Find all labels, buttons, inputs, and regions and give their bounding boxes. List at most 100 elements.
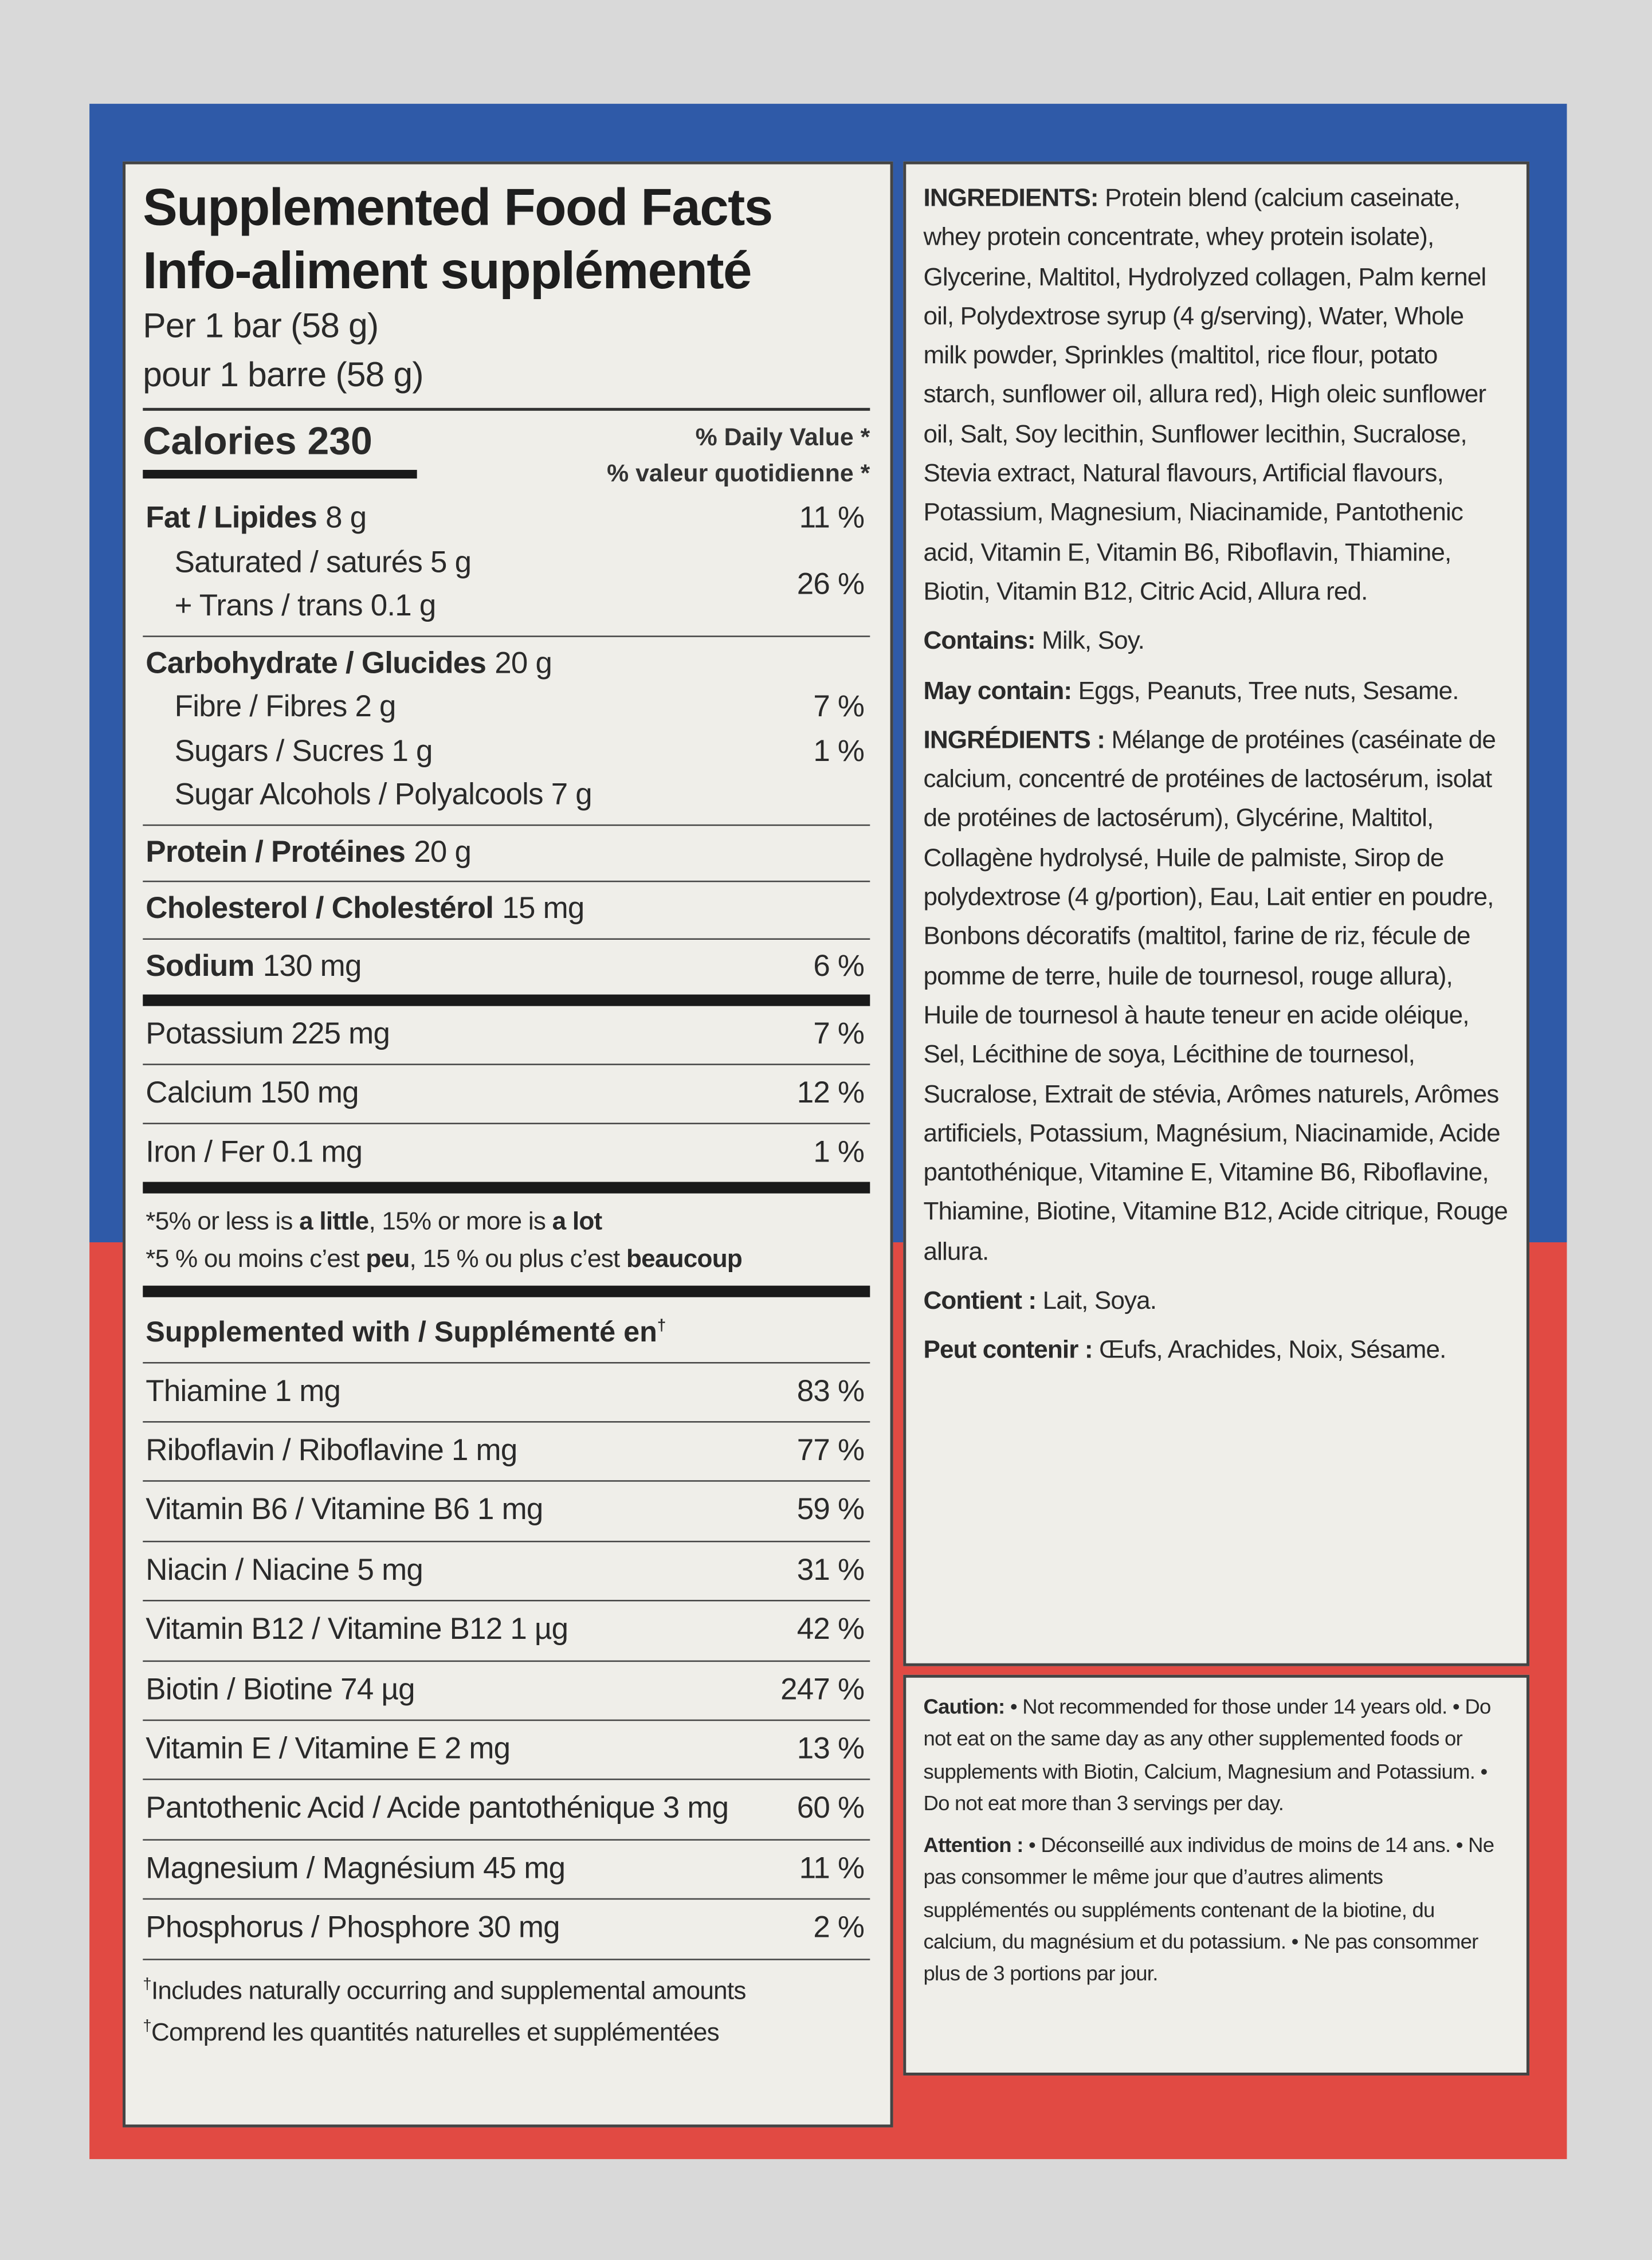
nutrient-label: Vitamin B12 / Vitamine B12 1 µg (146, 1608, 568, 1653)
nutrient-amount: Sugars / Sucres 1 g (174, 734, 433, 768)
nutrient-label: Phosphorus / Phosphore 30 mg (146, 1907, 560, 1951)
nutrient-row: Thiamine 1 mg 83 % (143, 1363, 870, 1422)
nutrition-facts: Supplemented Food Facts Info-aliment sup… (123, 161, 893, 2128)
paragraph: Caution: • Not recommended for those und… (923, 1692, 1509, 1820)
nutrient-amount: Fibre / Fibres 2 g (174, 690, 397, 724)
footnotes: *5% or less is a little, 15% or more is … (143, 1194, 870, 1286)
nutrient-amount: Potassium 225 mg (146, 1017, 390, 1051)
dagger: † (657, 1317, 666, 1335)
bottom-note: †Includes naturally occurring and supple… (143, 1965, 870, 2008)
nutrient-label: Carbohydrate / Glucides 20 g (146, 642, 552, 686)
nutrient-row: Carbohydrate / Glucides 20 g (143, 642, 870, 686)
nutrient-amount: Iron / Fer 0.1 mg (146, 1135, 363, 1169)
daily-value: 247 % (780, 1673, 865, 1706)
nutrient-row: Phosphorus / Phosphore 30 mg 2 % (143, 1900, 870, 1959)
dv-header: % Daily Value * % valeur quotidienne * (607, 419, 870, 492)
rule (143, 1719, 870, 1721)
nutrient-label: Vitamin B6 / Vitamine B6 1 mg (146, 1489, 543, 1533)
section: Cholesterol / Cholestérol 15 mg (143, 882, 870, 937)
bold-text: a little (299, 1206, 369, 1235)
nutrient-row: Biotin / Biotine 74 µg 247 % (143, 1661, 870, 1720)
nutrient-row: Fibre / Fibres 2 g 7 % (143, 686, 870, 730)
rule (143, 937, 870, 939)
note-text: Includes naturally occurring and supplem… (151, 1975, 746, 2004)
paragraph: INGREDIENTS: Protein blend (calcium case… (923, 179, 1509, 611)
nutrient-row: Fat / Lipides 8 g 11 % (143, 497, 870, 542)
calories-row: Calories 230 % Daily Value * % valeur qu… (143, 419, 870, 492)
rule (143, 1898, 870, 1900)
serving: Per 1 bar (58 g) (143, 307, 379, 346)
paragraph: Contains: Milk, Soy. (923, 622, 1509, 661)
daily-value: 7 % (813, 1017, 865, 1051)
text: Milk, Soy. (1035, 626, 1145, 655)
nutrient-amount: 20 g (495, 646, 552, 680)
dv-header-en: % Daily Value (695, 423, 854, 452)
nutrient-amount: Niacin / Niacine 5 mg (146, 1553, 423, 1587)
nutrient-row: Saturated / saturés 5 g + Trans / trans … (143, 541, 870, 629)
star: * (860, 423, 870, 452)
rule (143, 634, 870, 637)
star: * (860, 460, 870, 488)
section: Carbohydrate / Glucides 20 g Fibre / Fibre… (143, 637, 870, 824)
daily-value: 13 % (796, 1732, 865, 1766)
rule (143, 1540, 870, 1542)
daily-value: 83 % (796, 1374, 865, 1408)
nutrient-row: Protein / Protéines 20 g (143, 831, 870, 875)
nutrient-label: Calcium 150 mg (146, 1072, 359, 1116)
daily-value: 12 % (796, 1076, 865, 1110)
text: Eggs, Peanuts, Tree nuts, Sesame. (1072, 675, 1459, 704)
paragraph: INGRÉDIENTS : Mélange de protéines (casé… (923, 720, 1509, 1271)
bottom-notes: †Includes naturally occurring and supple… (143, 1960, 870, 2057)
dv-header-fr: % valeur quotidienne (607, 460, 854, 488)
text: *5% or less is (146, 1206, 300, 1235)
nutrient-label: Sodium 130 mg (146, 945, 362, 989)
rule (143, 1958, 870, 1960)
nutrient-row: Vitamin E / Vitamine E 2 mg 13 % (143, 1721, 870, 1779)
section: Fat / Lipides 8 g 11 % Saturated / saturés … (143, 492, 870, 635)
nutrient-row: Cholesterol / Cholestérol 15 mg (143, 888, 870, 932)
paragraph: May contain: Eggs, Peanuts, Tree nuts, S… (923, 671, 1509, 711)
section: Protein / Protéines 20 g (143, 825, 870, 881)
nutrient-label: Fat / Lipides 8 g (146, 497, 367, 542)
nutrient-label: Magnesium / Magnésium 45 mg (146, 1847, 566, 1892)
text: , 15% or more is (368, 1206, 552, 1235)
rule (143, 1838, 870, 1841)
nutrient-row: Iron / Fer 0.1 mg 1 % (143, 1124, 870, 1182)
nutrient-amount: Sugar Alcohols / Polyalcools 7 g (174, 778, 592, 812)
bold-text: Contient : (923, 1285, 1037, 1315)
daily-value: 31 % (796, 1553, 865, 1587)
nutrient-row: Vitamin B6 / Vitamine B6 1 mg 59 % (143, 1482, 870, 1541)
minerals: Potassium 225 mg 7 % Calcium 150 mg 12 % Iro… (143, 1006, 870, 1182)
bottom-note: †Comprend les quantités naturelles et su… (143, 2008, 870, 2051)
paragraph: Contient : Lait, Soya. (923, 1281, 1509, 1321)
daily-value: 11 % (799, 1851, 865, 1885)
daily-value: 60 % (796, 1792, 865, 1826)
bold-text: May contain: (923, 675, 1072, 704)
rule (143, 407, 870, 411)
caution: Caution: • Not recommended for those und… (903, 1674, 1529, 2076)
paragraph: Attention : • Déconseillé aux individus … (923, 1831, 1509, 1991)
thick-rule (143, 1285, 870, 1297)
daily-value: 7 % (813, 690, 865, 724)
ingredients: INGREDIENTS: Protein blend (calcium case… (903, 161, 1529, 1666)
nutrient-row: Vitamin B12 / Vitamine B12 1 µg 42 % (143, 1602, 870, 1660)
nutrient-row: Potassium 225 mg 7 % (143, 1006, 870, 1064)
nutrient-label: Iron / Fer 0.1 mg (146, 1131, 363, 1175)
rule (143, 1481, 870, 1482)
rule (143, 1064, 870, 1065)
nutrient-label: Potassium 225 mg (146, 1013, 390, 1057)
text: Protein blend (calcium caseinate, whey p… (923, 183, 1486, 606)
text: • Déconseillé aux individus de moins de … (923, 1835, 1494, 1987)
nutrient-name: Cholesterol / Cholestérol (146, 892, 494, 925)
bold-text: INGRÉDIENTS : (923, 724, 1105, 754)
nutrient-amount: 20 g (414, 835, 472, 869)
nutrient-amount: Vitamin B12 / Vitamine B12 1 µg (146, 1613, 568, 1646)
nutrient-label: Protein / Protéines 20 g (146, 831, 472, 875)
section: Sodium 130 mg 6 % (143, 939, 870, 995)
nutrient-name: Fat / Lipides (146, 501, 317, 535)
nutrient-label: Sugar Alcohols / Polyalcools 7 g (175, 774, 592, 818)
nutrient-label: Saturated / saturés 5 g + Trans / trans … (175, 541, 472, 629)
daily-value: 11 % (799, 501, 865, 535)
